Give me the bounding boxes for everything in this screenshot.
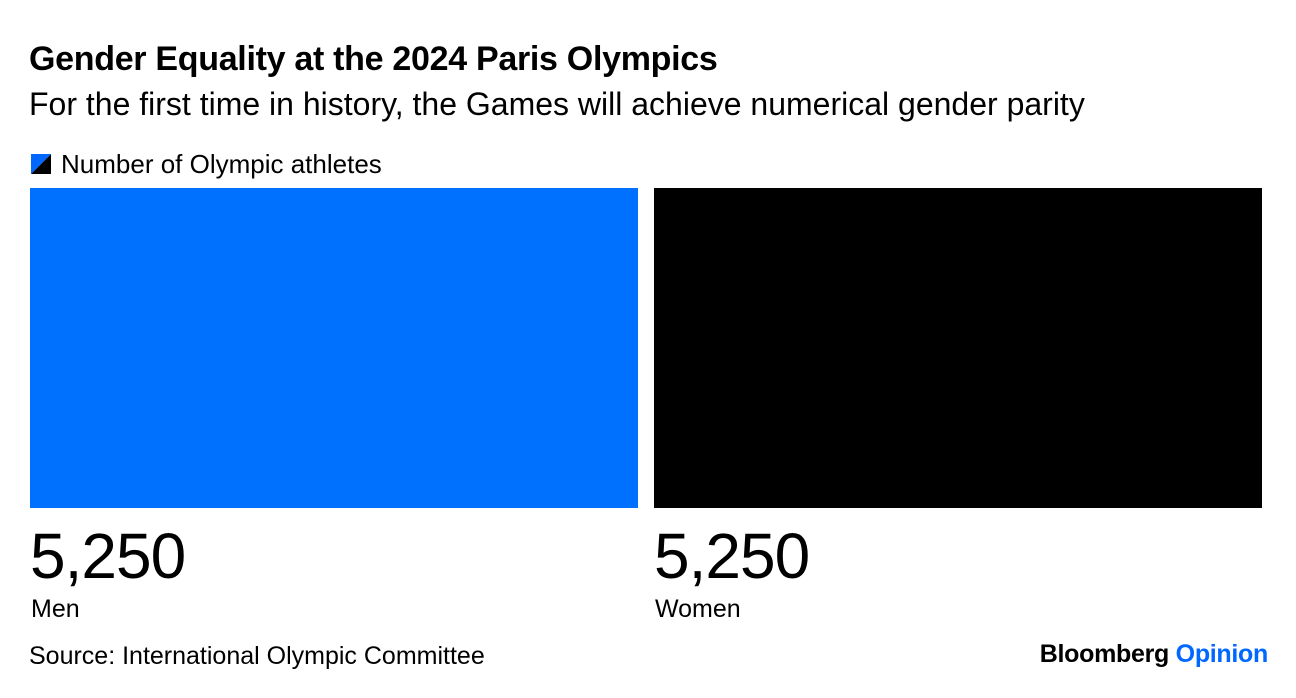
bar-women (654, 188, 1262, 508)
chart-subtitle: For the first time in history, the Games… (29, 86, 1085, 122)
value-label-men: 5,250 (30, 520, 185, 592)
category-label-men: Men (31, 595, 80, 623)
legend-label: Number of Olympic athletes (61, 148, 382, 179)
brand-section: Opinion (1175, 640, 1269, 668)
bar-men (30, 188, 638, 508)
value-label-women: 5,250 (654, 520, 809, 592)
brand-name: Bloomberg (1039, 640, 1170, 668)
brand-logo: Bloomberg Opinion (1039, 640, 1269, 669)
legend-swatch-icon (31, 154, 51, 174)
source-note: Source: International Olympic Committee (29, 642, 485, 670)
category-label-women: Women (655, 595, 741, 623)
legend: Number of Olympic athletes (31, 148, 382, 179)
chart-title: Gender Equality at the 2024 Paris Olympi… (29, 40, 718, 78)
